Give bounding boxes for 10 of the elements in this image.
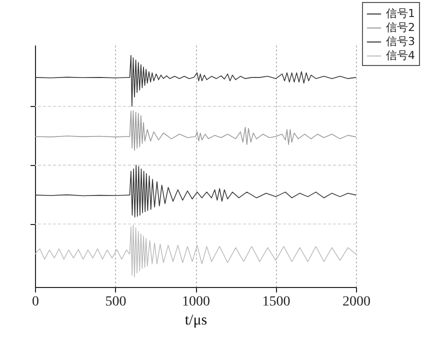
x-tick-label: 1500 (262, 294, 290, 310)
x-tick-label: 500 (105, 294, 126, 310)
x-axis-title: t/μs (184, 312, 208, 328)
x-tick-label: 1000 (182, 294, 210, 310)
legend-label: 信号4 (386, 49, 415, 62)
legend-label: 信号3 (386, 35, 415, 48)
legend-label: 信号2 (386, 21, 415, 34)
legend-label: 信号1 (386, 7, 415, 20)
x-tick-label: 0 (32, 294, 39, 310)
x-tick-label: 2000 (342, 294, 370, 310)
